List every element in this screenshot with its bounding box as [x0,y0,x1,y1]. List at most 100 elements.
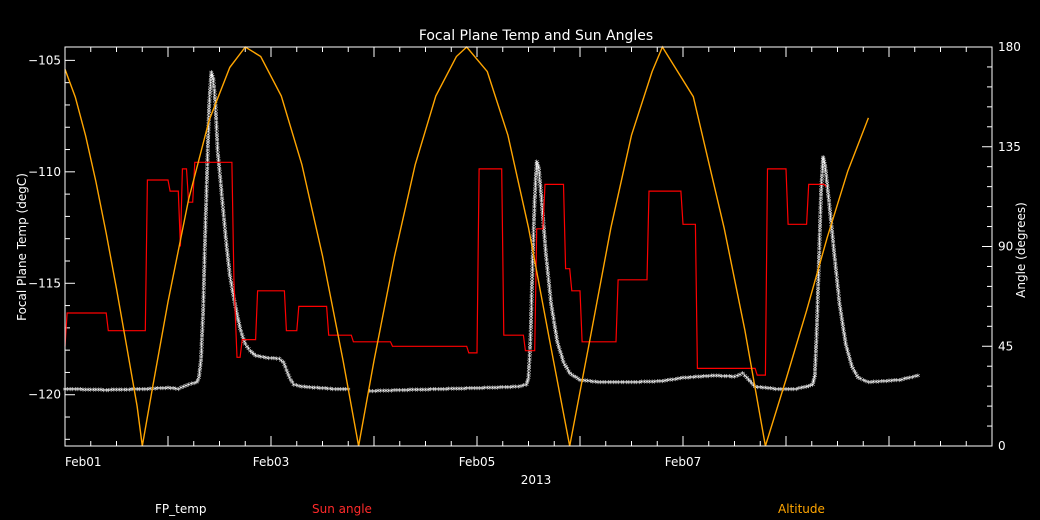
fp-temp-point: * [217,167,222,177]
fp-temp-point: * [204,201,209,211]
fp-temp-point: * [814,345,819,355]
fp-temp-point: * [209,70,214,80]
fp-temp-point: * [274,356,279,366]
fp-temp-point: * [336,386,341,396]
fp-temp-point: * [864,378,869,388]
fp-temp-point: * [205,176,210,186]
fp-temp-point: * [320,386,325,396]
fp-temp-point: * [205,173,210,183]
fp-temp-point: * [818,216,823,226]
fp-temp-point: * [825,186,830,196]
fp-temp-point: * [887,378,892,388]
fp-temp-point: * [818,208,823,218]
fp-temp-point: * [537,166,542,176]
fp-temp-point: * [531,241,536,251]
fp-temp-point: * [545,260,550,270]
fp-temp-point: * [820,165,825,175]
y-right-tick-label: 180 [998,40,1021,54]
fp-temp-point: * [529,306,534,316]
fp-temp-point: * [538,178,543,188]
fp-temp-point: * [544,258,549,268]
fp-temp-point: * [907,375,912,385]
fp-temp-point: * [206,137,211,147]
fp-temp-point: * [815,326,820,336]
fp-temp-point: * [370,388,375,398]
fp-temp-point: * [534,172,539,182]
fp-temp-point: * [386,388,391,398]
fp-temp-point: * [201,308,206,318]
fp-temp-point: * [556,342,561,352]
fp-temp-point: * [670,377,675,387]
fp-temp-point: * [848,357,853,367]
fp-temp-point: * [740,371,745,381]
fp-temp-point: * [201,305,206,315]
fp-temp-point: * [222,219,227,229]
fp-temp-point: * [224,242,229,252]
fp-temp-point: * [78,387,83,397]
fp-temp-point: * [541,222,546,232]
fp-temp-point: * [530,267,535,277]
fp-temp-point: * [513,384,518,394]
fp-temp-point: * [526,372,531,382]
fp-temp-point: * [836,291,841,301]
fp-temp-point: * [548,291,553,301]
fp-temp-point: * [815,314,820,324]
fp-temp-point: * [580,378,585,388]
fp-temp-point: * [212,93,217,103]
fp-temp-point: * [516,384,521,394]
fp-temp-point: * [228,273,233,283]
fp-temp-point: * [565,366,570,376]
fp-temp-point: * [748,379,753,389]
fp-temp-point: * [543,237,548,247]
fp-temp-point: * [231,291,236,301]
fp-temp-point: * [205,150,210,160]
plot-frame [64,46,993,447]
fp-temp-point: * [839,314,844,324]
fp-temp-point: * [203,227,208,237]
fp-temp-point: * [449,386,454,396]
fp-temp-point: * [207,98,212,108]
fp-temp-point: * [622,380,627,390]
fp-temp-point: * [827,201,832,211]
fp-temp-point: * [228,278,233,288]
fp-temp-point: * [130,387,135,397]
fp-temp-point: * [226,255,231,265]
fp-temp-point: * [284,367,289,377]
fp-temp-point: * [467,386,472,396]
fp-temp-point: * [143,386,148,396]
fp-temp-point: * [208,78,213,88]
fp-temp-point: * [826,189,831,199]
fp-temp-point: * [524,382,529,392]
fp-temp-point: * [564,364,569,374]
fp-temp-point: * [624,380,629,390]
fp-temp-point: * [343,386,348,396]
fp-temp-point: * [282,362,287,372]
fp-temp-point: * [632,379,637,389]
fp-temp-point: * [763,385,768,395]
fp-temp-point: * [818,218,823,228]
fp-temp-point: * [198,367,203,377]
fp-temp-point: * [204,209,209,219]
fp-temp-point: * [537,171,542,181]
fp-temp-point: * [215,132,220,142]
fp-temp-point: * [200,336,205,346]
fp-temp-point: * [814,334,819,344]
fp-temp-point: * [828,206,833,216]
fp-temp-point: * [410,387,415,397]
fp-temp-point: * [824,173,829,183]
fp-temp-point: * [528,338,533,348]
fp-temp-point: * [498,385,503,395]
fp-temp-point: * [528,340,533,350]
fp-temp-point: * [216,156,221,166]
fp-temp-point: * [533,179,538,189]
fp-temp-point: * [842,334,847,344]
fp-temp-point: * [508,384,513,394]
fp-temp-point: * [218,180,223,190]
fp-temp-point: * [815,324,820,334]
fp-temp-point: * [882,378,887,388]
fp-temp-point: * [203,240,208,250]
fp-temp-point: * [593,379,598,389]
fp-temp-point: * [252,351,257,361]
fp-temp-point: * [545,268,550,278]
fp-temp-point: * [816,267,821,277]
